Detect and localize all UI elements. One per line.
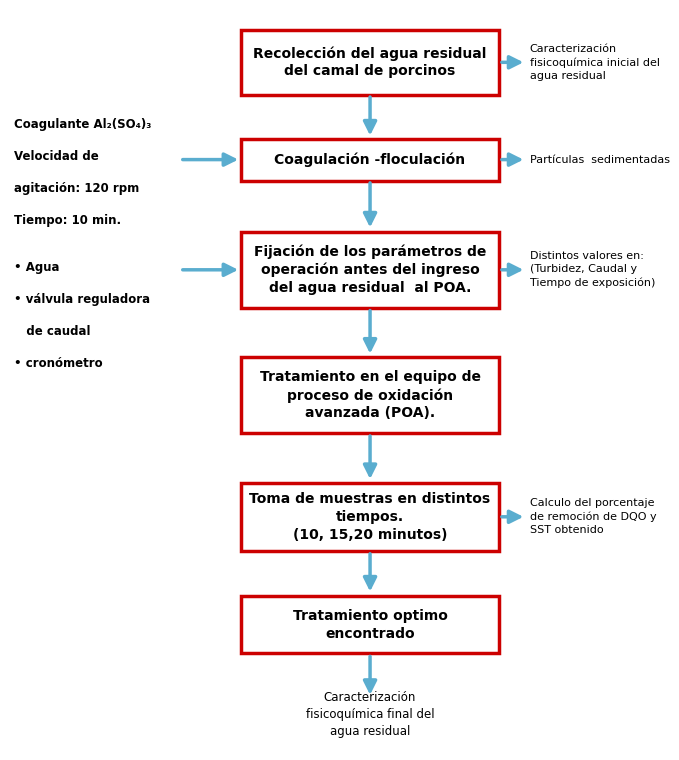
FancyBboxPatch shape: [241, 232, 499, 308]
FancyBboxPatch shape: [241, 30, 499, 95]
Text: • Agua: • Agua: [14, 261, 59, 274]
Text: agitación: 120 rpm: agitación: 120 rpm: [14, 182, 139, 195]
Text: Caracterización
fisicoquímica inicial del
agua residual: Caracterización fisicoquímica inicial de…: [530, 44, 659, 81]
Text: Tratamiento optimo
encontrado: Tratamiento optimo encontrado: [293, 609, 447, 641]
Text: Partículas  sedimentadas: Partículas sedimentadas: [530, 154, 669, 165]
Text: Recolección del agua residual
del camal de porcinos: Recolección del agua residual del camal …: [253, 46, 487, 78]
FancyBboxPatch shape: [241, 596, 499, 654]
Text: Caracterización
fisicoquímica final del
agua residual: Caracterización fisicoquímica final del …: [306, 691, 435, 738]
Text: Tratamiento en el equipo de
proceso de oxidación
avanzada (POA).: Tratamiento en el equipo de proceso de o…: [259, 370, 481, 420]
Text: Coagulación -floculación: Coagulación -floculación: [274, 152, 466, 167]
Text: • válvula reguladora: • válvula reguladora: [14, 293, 149, 306]
FancyBboxPatch shape: [241, 483, 499, 551]
Text: Fijación de los parámetros de
operación antes del ingreso
del agua residual  al : Fijación de los parámetros de operación …: [254, 245, 486, 295]
Text: Velocidad de: Velocidad de: [14, 150, 98, 163]
FancyBboxPatch shape: [241, 138, 499, 181]
Text: Toma de muestras en distintos
tiempos.
(10, 15,20 minutos): Toma de muestras en distintos tiempos. (…: [249, 492, 491, 542]
Text: Coagulante Al₂(SO₄)₃: Coagulante Al₂(SO₄)₃: [14, 118, 151, 131]
Text: Calculo del porcentaje
de remoción de DQO y
SST obtenido: Calculo del porcentaje de remoción de DQ…: [530, 499, 656, 535]
Text: Distintos valores en:
(Turbidez, Caudal y
Tiempo de exposición): Distintos valores en: (Turbidez, Caudal …: [530, 252, 655, 288]
Text: Tiempo: 10 min.: Tiempo: 10 min.: [14, 214, 121, 226]
Text: de caudal: de caudal: [14, 325, 90, 338]
Text: • cronómetro: • cronómetro: [14, 357, 103, 370]
FancyBboxPatch shape: [241, 357, 499, 433]
